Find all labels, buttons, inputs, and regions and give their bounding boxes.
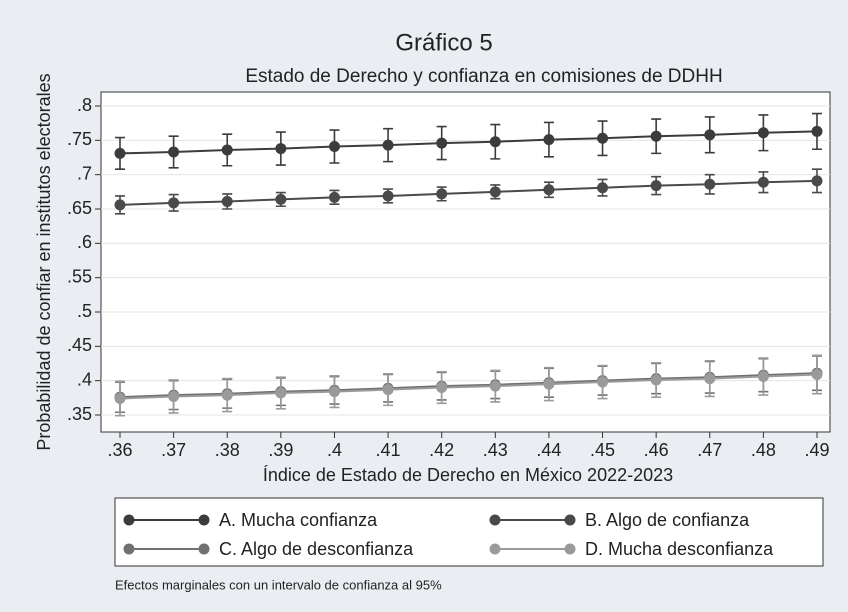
x-tick-label: .36 (107, 440, 132, 460)
legend-marker (489, 543, 501, 555)
marker (704, 178, 716, 190)
legend-label: A. Mucha confianza (219, 510, 378, 530)
marker (382, 190, 394, 202)
legend-marker (123, 514, 135, 526)
marker (757, 127, 769, 139)
marker (168, 390, 180, 402)
marker (489, 136, 501, 148)
marker (275, 387, 287, 399)
marker (811, 175, 823, 187)
marker (168, 146, 180, 158)
note: Efectos marginales con un intervalo de c… (115, 577, 442, 592)
x-tick-label: .41 (376, 440, 401, 460)
series-line (119, 130, 818, 155)
legend-marker (489, 514, 501, 526)
x-tick-label: .4 (327, 440, 342, 460)
legend-marker (198, 514, 210, 526)
legend-marker (564, 543, 576, 555)
x-tick-label: .39 (268, 440, 293, 460)
x-tick-label: .47 (697, 440, 722, 460)
marker (436, 137, 448, 149)
x-tick-label: .45 (590, 440, 615, 460)
legend-label: D. Mucha desconfianza (585, 539, 774, 559)
marker (328, 386, 340, 398)
marker (650, 374, 662, 386)
marker (328, 191, 340, 203)
x-tick-label: .49 (804, 440, 829, 460)
marker (275, 143, 287, 155)
x-tick-label: .37 (161, 440, 186, 460)
y-tick-label: .8 (77, 95, 92, 115)
marker (221, 389, 233, 401)
marker (650, 130, 662, 142)
y-axis-label: Probabilidad de confiar en institutos el… (34, 73, 54, 450)
y-tick-label: .6 (77, 232, 92, 252)
y-tick-label: .75 (67, 129, 92, 149)
y-tick-label: .65 (67, 198, 92, 218)
series-line (119, 372, 818, 399)
legend-marker (564, 514, 576, 526)
marker (543, 378, 555, 390)
x-tick-label: .44 (536, 440, 561, 460)
marker (221, 195, 233, 207)
marker (543, 184, 555, 196)
marker (275, 193, 287, 205)
marker (436, 188, 448, 200)
marker (757, 371, 769, 383)
chart-subtitle: Estado de Derecho y confianza en comisio… (245, 66, 722, 87)
legend-label: B. Algo de confianza (585, 510, 750, 530)
marker (328, 141, 340, 153)
legend-marker (123, 543, 135, 555)
x-tick-label: .43 (483, 440, 508, 460)
marker (382, 139, 394, 151)
marker (704, 373, 716, 385)
series-line (119, 373, 818, 400)
series-line (119, 179, 818, 206)
marker (489, 186, 501, 198)
legend-marker (198, 543, 210, 555)
marker (811, 125, 823, 137)
marker (704, 129, 716, 141)
x-axis-label: Índice de Estado de Derecho en México 20… (263, 465, 673, 485)
legend-box (114, 497, 824, 567)
y-tick-label: .55 (67, 266, 92, 286)
marker (168, 197, 180, 209)
marker (597, 132, 609, 144)
marker (489, 380, 501, 392)
x-tick-label: .42 (429, 440, 454, 460)
y-tick-label: .45 (67, 335, 92, 355)
marker (114, 199, 126, 211)
marker (221, 144, 233, 156)
marker (436, 382, 448, 394)
marker (597, 182, 609, 194)
marker (114, 393, 126, 405)
x-tick-label: .48 (751, 440, 776, 460)
marker (811, 368, 823, 380)
legend-label: C. Algo de desconfianza (219, 539, 414, 559)
y-tick-label: .7 (77, 163, 92, 183)
y-tick-label: .4 (77, 369, 92, 389)
marker (597, 376, 609, 388)
y-tick-label: .5 (77, 301, 92, 321)
marker (114, 147, 126, 159)
y-tick-label: .35 (67, 404, 92, 424)
marker (650, 180, 662, 192)
x-tick-label: .38 (215, 440, 240, 460)
chart-title: Gráfico 5 (395, 29, 492, 56)
marker (543, 134, 555, 146)
x-tick-label: .46 (644, 440, 669, 460)
marker (382, 384, 394, 396)
marker (757, 176, 769, 188)
